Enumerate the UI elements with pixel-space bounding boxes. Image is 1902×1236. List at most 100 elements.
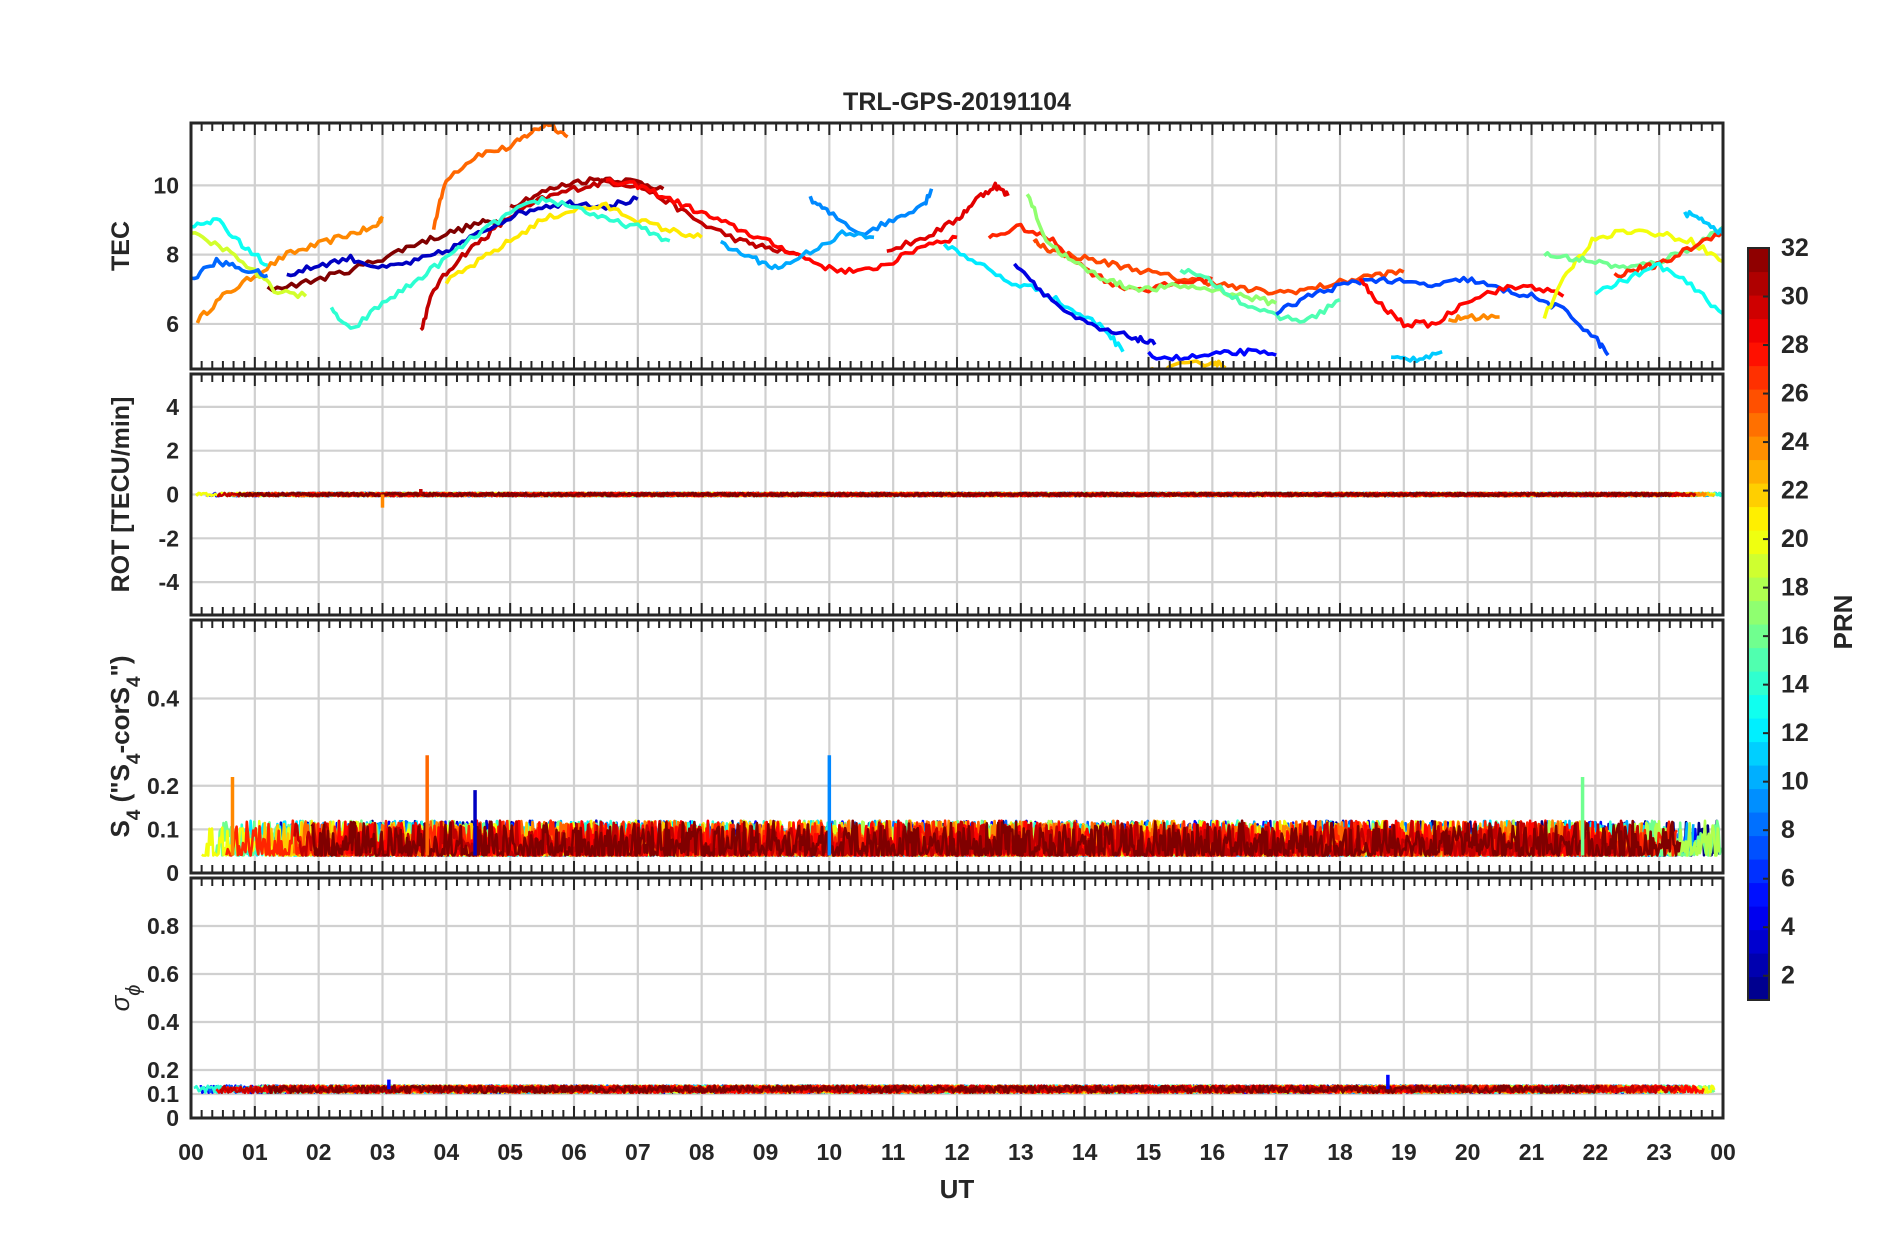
colorbar-tick-label: 12 — [1781, 719, 1809, 747]
colorbar-segment — [1748, 647, 1769, 672]
x-axis-label: UT — [940, 1174, 975, 1204]
series-prn-32 — [237, 491, 1673, 498]
x-tick-label: 03 — [370, 1139, 396, 1165]
colorbar-tick-label: 16 — [1781, 622, 1809, 650]
x-tick-label: 22 — [1583, 1139, 1609, 1165]
x-tick-label: 23 — [1646, 1139, 1672, 1165]
tec-series-prn-25 — [431, 123, 569, 231]
colorbar-segment — [1748, 882, 1769, 907]
tec-series-prn-29 — [886, 181, 1010, 253]
colorbar-segment — [1748, 694, 1769, 719]
colorbar-segment — [1748, 812, 1769, 837]
colorbar-tick-label: 6 — [1781, 865, 1795, 893]
colorbar-tick-label: 8 — [1781, 816, 1795, 844]
y-tick-label: 0.2 — [147, 773, 179, 799]
tec-series-prn-30 — [419, 178, 799, 332]
colorbar-tick-label: 28 — [1781, 331, 1809, 359]
panel-rot: -4 -2 0 2 4 ROT [TECU/min] — [107, 372, 1725, 617]
colorbar-segment — [1748, 365, 1769, 390]
x-tick-label: 10 — [817, 1139, 843, 1165]
colorbar-segment — [1748, 271, 1769, 296]
colorbar-tick-label: 32 — [1781, 234, 1809, 262]
y-tick-label: 0.8 — [147, 913, 179, 939]
colorbar-tick-label: 14 — [1781, 671, 1809, 699]
tec-series-prn-24 — [195, 215, 384, 324]
colorbar-segment — [1748, 671, 1769, 696]
colorbar-tick-label: 30 — [1781, 283, 1809, 311]
colorbar-segment — [1748, 953, 1769, 978]
colorbar-tick-label: 18 — [1781, 574, 1809, 602]
x-tick-label: 21 — [1519, 1139, 1545, 1165]
y-tick-label: 0.1 — [147, 1081, 179, 1107]
y-tick-label: 0 — [166, 1105, 179, 1131]
tec-series-prn-11 — [1391, 350, 1443, 364]
colorbar-segment — [1748, 906, 1769, 931]
colorbar-segment — [1748, 600, 1769, 625]
colorbar-segment — [1748, 835, 1769, 860]
y-tick-label: 0 — [166, 482, 179, 508]
colorbar-frame — [1747, 247, 1770, 1001]
colorbar-segment — [1748, 483, 1769, 508]
colorbar-tick-label: 10 — [1781, 768, 1809, 796]
colorbar-segment — [1748, 929, 1769, 954]
tec-series-prn-3 — [286, 195, 639, 278]
tec-series-prn-32 — [266, 218, 499, 293]
x-tick-label: 14 — [1072, 1139, 1098, 1165]
data-layer — [191, 123, 1723, 369]
colorbar-segment — [1748, 389, 1769, 414]
colorbar-segment — [1748, 741, 1769, 766]
y-tick-label: 10 — [153, 172, 179, 198]
x-tick-label: 17 — [1263, 1139, 1289, 1165]
y-tick-label: 0.4 — [147, 1009, 179, 1035]
colorbar-segment — [1748, 295, 1769, 320]
series-prn-32 — [267, 1084, 1601, 1095]
colorbar-segment — [1748, 859, 1769, 884]
colorbar-tick-label: 24 — [1781, 428, 1809, 456]
colorbar-segment — [1748, 412, 1769, 437]
colorbar-segment — [1748, 459, 1769, 484]
tec-series-prn-13 — [1594, 261, 1723, 316]
colorbar-segment — [1748, 506, 1769, 531]
panel-frame — [189, 618, 1725, 875]
colorbar-segment — [1748, 976, 1769, 1001]
y-tick-label: 6 — [166, 311, 179, 337]
x-tick-label: 19 — [1391, 1139, 1417, 1165]
tec-series-prn-5 — [1147, 347, 1277, 362]
x-tick-label: 13 — [1008, 1139, 1034, 1165]
colorbar-segment — [1748, 624, 1769, 649]
colorbar-segment — [1748, 577, 1769, 602]
tec-series-prn-28 — [1359, 278, 1565, 329]
colorbar-segment — [1748, 342, 1769, 367]
colorbar-segment — [1748, 553, 1769, 578]
colorbar-segment — [1748, 436, 1769, 461]
x-tick-label: 02 — [306, 1139, 332, 1165]
colorbar-segment — [1748, 765, 1769, 790]
tec-series-prn-9 — [808, 188, 934, 237]
panel-frame — [189, 121, 1725, 371]
y-axis-label: S4 ("S4-corS4") — [105, 655, 145, 837]
y-tick-label: 0.6 — [147, 961, 179, 987]
colorbar-tick-label: 26 — [1781, 380, 1809, 408]
panel-frame — [189, 372, 1725, 617]
y-tick-label: 2 — [166, 438, 179, 464]
data-layer — [193, 1074, 1716, 1095]
tec-series-prn-11 — [1683, 210, 1723, 236]
panel-frame — [189, 876, 1725, 1120]
y-tick-label: 0.1 — [147, 816, 179, 842]
tec-series-prn-31 — [509, 176, 665, 209]
colorbar-segment — [1748, 248, 1769, 273]
x-tick-label: 00 — [1710, 1139, 1736, 1165]
x-tick-label: 16 — [1200, 1139, 1226, 1165]
x-tick-label: 20 — [1455, 1139, 1481, 1165]
x-tick-label: 11 — [881, 1139, 906, 1165]
colorbar-segment — [1748, 530, 1769, 555]
colorbar-tick-label: 2 — [1781, 962, 1795, 990]
y-tick-label: 0.2 — [147, 1057, 179, 1083]
x-tick-label: 12 — [944, 1139, 970, 1165]
y-axis-label: ROT [TECU/min] — [107, 397, 135, 593]
colorbar-segment — [1748, 788, 1769, 813]
y-tick-label: 0.4 — [147, 686, 179, 712]
tec-series-prn-28 — [605, 177, 958, 275]
y-tick-label: -4 — [159, 569, 180, 595]
x-tick-label: 04 — [434, 1139, 460, 1165]
